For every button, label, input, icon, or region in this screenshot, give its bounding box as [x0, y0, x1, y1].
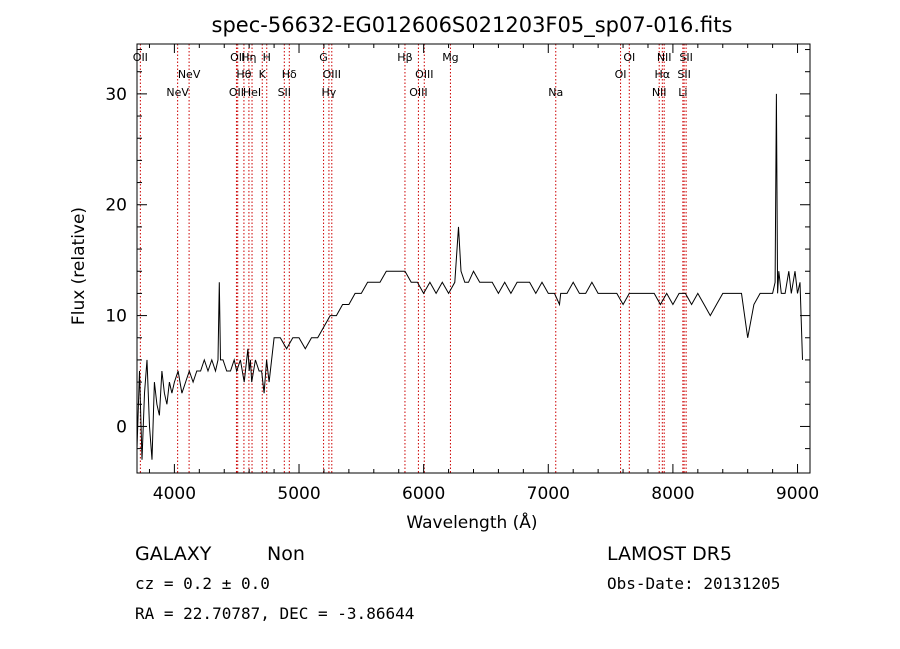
emission-line-label: SII	[278, 86, 291, 99]
emission-line-label: Hθ	[236, 68, 251, 81]
emission-line-label: NeV	[166, 86, 189, 99]
x-tick-label: 4000	[153, 484, 196, 504]
x-tick-label: 8000	[651, 484, 694, 504]
emission-line-label: OII	[229, 86, 244, 99]
emission-line-label: Mg	[442, 51, 458, 64]
emission-line-label: H	[263, 51, 271, 64]
emission-line-label: K	[259, 68, 267, 81]
emission-line-label: OII	[133, 51, 148, 64]
emission-line-label: Hβ	[397, 51, 412, 64]
emission-line-label: Na	[548, 86, 563, 99]
emission-line-label: OIII	[415, 68, 433, 81]
emission-line-markers	[139, 44, 687, 473]
emission-line-label: SII	[679, 51, 692, 64]
x-tick-label: 5000	[277, 484, 320, 504]
y-tick-label: 10	[105, 307, 127, 327]
y-tick-label: 30	[105, 85, 127, 105]
emission-line-label: Li	[678, 86, 687, 99]
emission-line-labels: OIINeVNeVOIIOIIHθHηHeIKHSIIHδGHγOIIIHβOI…	[133, 51, 693, 99]
emission-line-label: NeV	[178, 68, 201, 81]
x-axis-label: Wavelength (Å)	[406, 511, 537, 533]
emission-line-label: OIII	[323, 68, 341, 81]
chart-title: spec-56632-EG012606S021203F05_sp07-016.f…	[212, 13, 733, 38]
x-tick-label: 6000	[402, 484, 445, 504]
emission-line-label: OIII	[409, 86, 427, 99]
emission-line-label: NII	[652, 86, 667, 99]
emission-line-label: Hη	[241, 51, 256, 64]
survey-name: LAMOST DR5	[607, 543, 732, 565]
y-tick-label: 20	[105, 196, 127, 216]
emission-line-label: OI	[623, 51, 635, 64]
object-class: GALAXY	[135, 543, 212, 565]
x-tick-label: 7000	[527, 484, 570, 504]
x-tick-label: 9000	[776, 484, 819, 504]
emission-line-label: OI	[615, 68, 627, 81]
y-axis-label: Flux (relative)	[69, 207, 89, 325]
emission-line-label: Hδ	[282, 68, 297, 81]
y-axis-ticks: 0 10 20 30	[105, 49, 810, 450]
y-tick-label: 0	[116, 417, 127, 437]
spectrum-line	[136, 93, 803, 460]
emission-line-label: NII	[657, 51, 672, 64]
coordinates: RA = 22.70787, DEC = -3.86644	[135, 604, 414, 623]
emission-line-label: OII	[230, 51, 245, 64]
emission-line-label: HeI	[243, 86, 261, 99]
redshift-readout: cz = 0.2 ± 0.0	[135, 574, 270, 593]
emission-line-label: Hα	[655, 68, 671, 81]
emission-line-label: G	[319, 51, 328, 64]
obs-date: Obs-Date: 20131205	[607, 574, 780, 593]
emission-line-label: SII	[677, 68, 690, 81]
object-subclass: Non	[267, 543, 305, 565]
emission-line-label: Hγ	[322, 86, 337, 99]
x-axis-ticks: 4000 5000 6000 7000 8000 9000	[148, 44, 819, 504]
